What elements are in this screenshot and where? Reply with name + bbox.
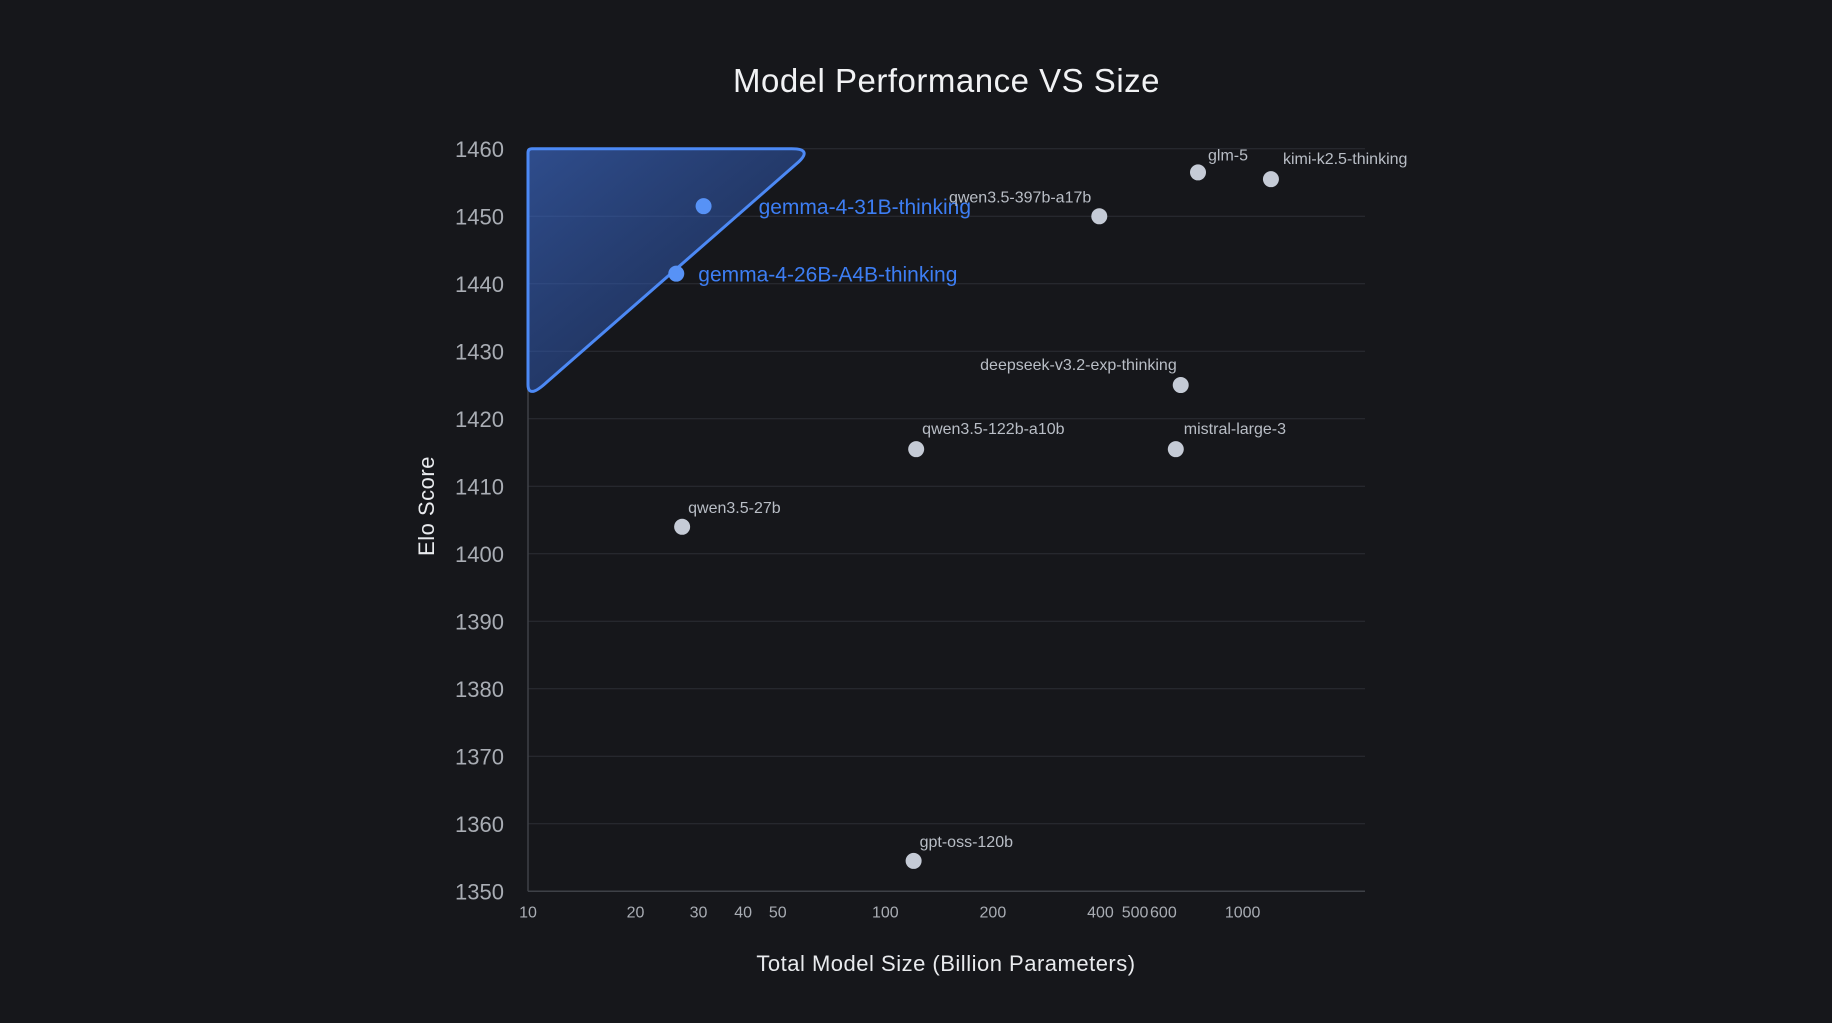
y-tick-1380: 1380 <box>455 677 504 702</box>
point-label-qwen3.5-27b: qwen3.5-27b <box>688 500 781 517</box>
data-points: gemma-4-31B-thinking gemma-4-26B-A4B-thin… <box>668 147 1407 869</box>
point-gemma-4-26B-A4B-thinking[interactable] <box>668 265 685 282</box>
gemma-highlight-region <box>526 147 806 393</box>
x-tick-40: 40 <box>734 904 752 921</box>
point-qwen3.5-27b[interactable] <box>674 518 691 535</box>
y-tick-1350: 1350 <box>455 879 504 904</box>
point-label-kimi-k2.5-thinking: kimi-k2.5-thinking <box>1283 151 1407 168</box>
point-label-glm-5: glm-5 <box>1208 147 1248 164</box>
y-tick-1430: 1430 <box>455 339 504 364</box>
point-deepseek-v3.2-exp-thinking[interactable] <box>1172 377 1189 394</box>
point-label-gemma-4-26B-A4B-thinking: gemma-4-26B-A4B-thinking <box>698 264 957 287</box>
gemma-highlight-triangle <box>526 147 806 393</box>
point-label-qwen3.5-122b-a10b: qwen3.5-122b-a10b <box>922 421 1064 438</box>
y-tick-1410: 1410 <box>455 474 504 499</box>
tick-labels: 1350 1360 1370 1380 1390 1400 1410 1420 1430 1440… <box>455 137 1261 921</box>
x-tick-500: 500 <box>1122 904 1149 921</box>
x-tick-20: 20 <box>627 904 645 921</box>
y-tick-1360: 1360 <box>455 812 504 837</box>
point-label-mistral-large-3: mistral-large-3 <box>1184 421 1286 438</box>
y-tick-1400: 1400 <box>455 542 504 567</box>
x-tick-30: 30 <box>690 904 708 921</box>
point-label-gemma-4-31B-thinking: gemma-4-31B-thinking <box>759 196 971 219</box>
point-qwen3.5-397b-a17b[interactable] <box>1091 208 1108 225</box>
x-tick-400: 400 <box>1087 904 1114 921</box>
x-tick-50: 50 <box>769 904 787 921</box>
point-label-deepseek-v3.2-exp-thinking: deepseek-v3.2-exp-thinking <box>980 357 1177 374</box>
point-kimi-k2.5-thinking[interactable] <box>1262 171 1279 188</box>
x-tick-1000: 1000 <box>1225 904 1261 921</box>
y-tick-1460: 1460 <box>455 137 504 162</box>
x-tick-600: 600 <box>1150 904 1177 921</box>
x-tick-10: 10 <box>519 904 537 921</box>
y-tick-1420: 1420 <box>455 407 504 432</box>
point-glm-5[interactable] <box>1190 164 1207 181</box>
x-axis-title: Total Model Size (Billion Parameters) <box>756 951 1136 976</box>
point-qwen3.5-122b-a10b[interactable] <box>908 441 925 458</box>
point-gpt-oss-120b[interactable] <box>905 852 922 869</box>
x-tick-100: 100 <box>872 904 899 921</box>
gridlines <box>528 148 1365 892</box>
y-tick-1450: 1450 <box>455 204 504 229</box>
point-label-qwen3.5-397b-a17b: qwen3.5-397b-a17b <box>949 189 1091 206</box>
y-tick-1370: 1370 <box>455 744 504 769</box>
point-label-gpt-oss-120b: gpt-oss-120b <box>920 834 1013 851</box>
y-tick-1440: 1440 <box>455 272 504 297</box>
point-gemma-4-31B-thinking[interactable] <box>695 198 712 215</box>
y-tick-1390: 1390 <box>455 609 504 634</box>
chart-title: Model Performance VS Size <box>732 62 1160 99</box>
x-tick-200: 200 <box>980 904 1007 921</box>
point-mistral-large-3[interactable] <box>1167 441 1184 458</box>
